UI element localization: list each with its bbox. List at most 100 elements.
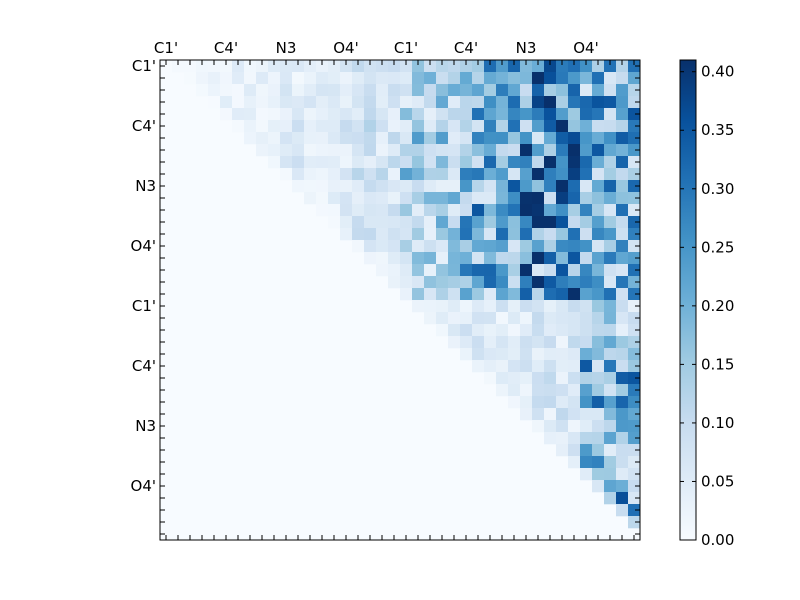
colorbar-tick-label: 0.35 [701,121,734,139]
heatmap-cell [292,168,305,181]
heatmap-cell [616,348,629,361]
heatmap-cell [424,216,437,229]
heatmap-cell [316,180,329,193]
heatmap-cell [340,60,353,73]
heatmap-cell [364,252,377,265]
heatmap-cell [436,192,449,205]
heatmap-cell [412,132,425,145]
heatmap-cell [616,252,629,265]
heatmap-cell [460,336,473,349]
heatmap-cell [352,216,365,229]
heatmap-cell [544,372,557,385]
heatmap-cell [520,264,533,277]
heatmap-cell [520,216,533,229]
heatmap-cell [412,84,425,97]
heatmap-cell [280,108,293,121]
heatmap-cell [544,276,557,289]
colorbar-tick-label: 0.00 [701,531,734,549]
heatmap-cell [592,60,605,73]
heatmap-cell [496,204,509,217]
heatmap-cell [316,120,329,133]
heatmap-cell [232,96,245,109]
heatmap-cell [616,420,629,433]
heatmap-cell [412,96,425,109]
heatmap-cell [412,144,425,157]
heatmap-cell [544,336,557,349]
colorbar-tick-label: 0.05 [701,472,734,490]
heatmap-cell [472,324,485,337]
heatmap-cell [556,216,569,229]
heatmap-cell [340,156,353,169]
heatmap-cell [556,60,569,73]
colorbar-tick-label: 0.10 [701,414,734,432]
y-tick-label: N3 [135,417,156,435]
heatmap-cell [268,120,281,133]
colorbar-tick-label: 0.40 [701,63,734,81]
heatmap-cell [616,456,629,469]
heatmap-cell [484,360,497,373]
heatmap-cell [544,180,557,193]
heatmap-cell [604,180,617,193]
heatmap-cell [208,96,221,109]
heatmap-cell [604,456,617,469]
heatmap-cell [304,132,317,145]
heatmap-cell [556,264,569,277]
heatmap-cell [592,252,605,265]
heatmap-cell [592,360,605,373]
heatmap-cell [352,144,365,157]
heatmap-cell [508,216,521,229]
heatmap-cell [484,264,497,277]
heatmap-cell [448,204,461,217]
heatmap-cell [628,324,641,337]
heatmap-cell [604,384,617,397]
heatmap-cell [436,108,449,121]
heatmap-cell [532,384,545,397]
heatmap-cell [532,192,545,205]
heatmap-cell [592,300,605,313]
heatmap-cell [316,96,329,109]
heatmap-cell [628,96,641,109]
heatmap-cell [532,60,545,73]
heatmap-cell [268,72,281,85]
heatmap-cell [412,168,425,181]
heatmap-cell [280,144,293,157]
heatmap-cell [424,228,437,241]
heatmap-cell [316,72,329,85]
heatmap-cell [388,168,401,181]
heatmap-cell [436,132,449,145]
heatmap-cell [424,108,437,121]
heatmap-cell [604,372,617,385]
x-tick-label: N3 [276,39,297,57]
heatmap-cell [568,288,581,301]
heatmap-cell [580,456,593,469]
colorbar-frame [679,59,697,541]
heatmap-cell [604,240,617,253]
heatmap-cell [628,276,641,289]
heatmap-cell [496,264,509,277]
heatmap-cell [580,228,593,241]
heatmap-cell [508,144,521,157]
heatmap-cell [244,108,257,121]
heatmap-cell [364,72,377,85]
heatmap-cell [556,300,569,313]
heatmap-cell [592,144,605,157]
heatmap-cell [280,120,293,133]
heatmap-cell [604,432,617,445]
heatmap-cell [244,72,257,85]
heatmap-cell [604,336,617,349]
heatmap-cell [580,420,593,433]
heatmap-cell [604,156,617,169]
heatmap-cell [508,120,521,133]
heatmap-cell [616,108,629,121]
heatmap-cell [448,228,461,241]
heatmap-cell [424,240,437,253]
heatmap-cell [484,180,497,193]
heatmap-cell [508,240,521,253]
heatmap-cell [472,216,485,229]
heatmap-cell [508,384,521,397]
y-tick-label: C4' [132,117,156,135]
heatmap-cell [580,348,593,361]
heatmap-cell [496,60,509,73]
heatmap-cell [496,180,509,193]
heatmap-cell [388,84,401,97]
